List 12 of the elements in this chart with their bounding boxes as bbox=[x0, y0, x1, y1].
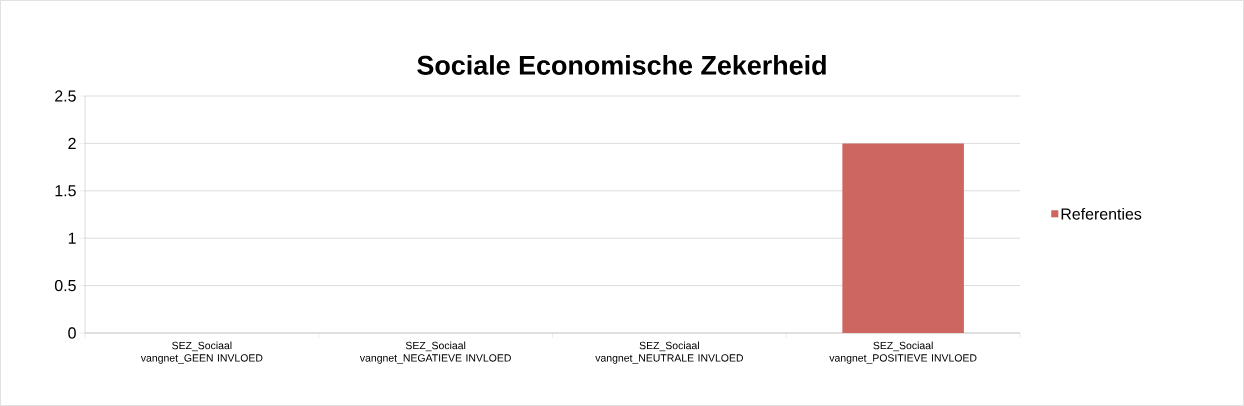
y-tick-label: 0 bbox=[68, 327, 76, 339]
legend-label: Referenties bbox=[1061, 207, 1142, 220]
y-tick-label: 1 bbox=[68, 232, 76, 244]
x-tick-label: SEZ_Sociaal vangnet_POSITIEVE INVLOED bbox=[829, 341, 977, 364]
chart-title: Sociale Economische Zekerheid bbox=[417, 55, 826, 75]
y-tick-label: 2 bbox=[68, 137, 76, 149]
y-tick-label: 2.5 bbox=[55, 90, 76, 102]
y-tick-label: 0.5 bbox=[54, 279, 76, 292]
y-tick-label: 1.5 bbox=[55, 185, 76, 197]
x-tick-label: SEZ_Sociaal vangnet_NEUTRALE INVLOED bbox=[595, 341, 743, 364]
x-tick-label: SEZ_Sociaal vangnet_NEGATIEVE INVLOED bbox=[359, 341, 511, 364]
x-tick-label: SEZ_Sociaal vangnet_GEEN INVLOED bbox=[140, 341, 263, 364]
